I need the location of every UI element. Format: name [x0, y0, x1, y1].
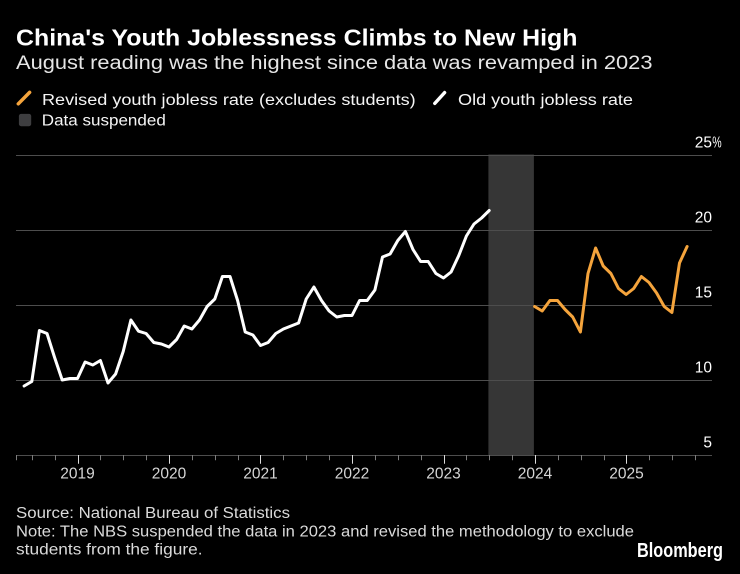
svg-text:%: %	[712, 135, 722, 152]
svg-text:2021: 2021	[243, 466, 277, 483]
svg-text:2024: 2024	[518, 466, 553, 483]
svg-text:Revised youth jobless rate (ex: Revised youth jobless rate (excludes stu…	[42, 92, 416, 109]
svg-text:10: 10	[695, 360, 713, 377]
svg-text:2023: 2023	[426, 466, 460, 483]
svg-text:Data suspended: Data suspended	[42, 112, 166, 129]
svg-text:2019: 2019	[60, 466, 94, 483]
svg-text:China's Youth Joblessness Clim: China's Youth Joblessness Climbs to New …	[16, 25, 578, 51]
svg-text:Note: The NBS suspended the da: Note: The NBS suspended the data in 2023…	[16, 524, 634, 541]
svg-text:Old youth jobless rate: Old youth jobless rate	[458, 92, 633, 109]
svg-text:Source: National Bureau of Sta: Source: National Bureau of Statistics	[16, 505, 290, 522]
svg-text:2020: 2020	[152, 466, 187, 483]
svg-text:20: 20	[695, 210, 713, 227]
svg-text:15: 15	[695, 285, 712, 302]
svg-text:2025: 2025	[609, 466, 643, 483]
svg-text:Bloomberg: Bloomberg	[637, 539, 723, 562]
svg-text:students from the figure.: students from the figure.	[16, 542, 203, 559]
svg-text:August reading was the highest: August reading was the highest since dat…	[16, 53, 653, 74]
svg-text:2022: 2022	[335, 466, 369, 483]
svg-text:25: 25	[695, 135, 712, 152]
svg-text:5: 5	[703, 435, 712, 452]
